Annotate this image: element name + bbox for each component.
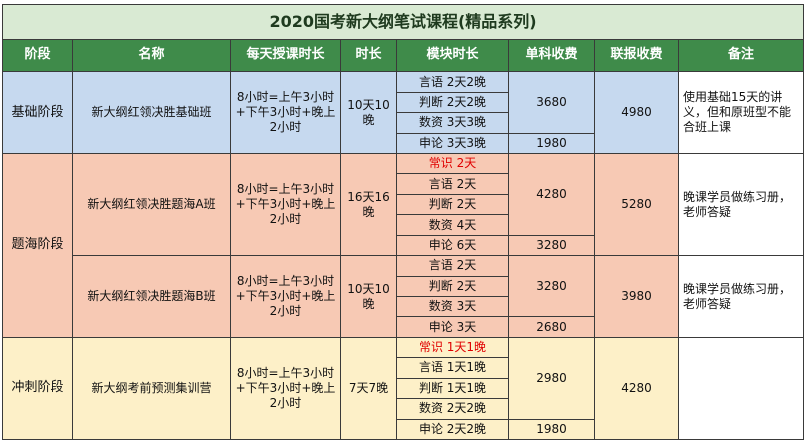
single-fee: 1980 <box>508 132 595 155</box>
module-cell: 言语 1天1晚 <box>396 357 509 379</box>
module-cell: 言语 2天 <box>396 173 509 195</box>
header-row: 阶段 名称 每天授课时长 时长 模块时长 单科收费 联报收费 备注 <box>2 38 805 73</box>
module-cell: 申论 2天2晚 <box>396 418 509 441</box>
module-cell: 申论 3天 <box>396 316 509 338</box>
daily-hours: 8小时=上午3小时+下午3小时+晚上2小时 <box>230 336 341 441</box>
course-table: 2020国考新大纲笔试课程(精品系列) 阶段 名称 每天授课时长 时长 模块时长… <box>1 4 805 441</box>
module-cell: 申论 3天3晚 <box>396 132 509 155</box>
combo-fee: 5280 <box>594 153 679 257</box>
table-row: 数资 3天3晚 <box>3 112 804 134</box>
table-row: 题海阶段 新大纲红领决胜题海A班 8小时=上午3小时+下午3小时+晚上2小时 1… <box>2 153 805 338</box>
table-row: 冲刺阶段 新大纲考前预测集训营 8小时=上午3小时+下午3小时+晚上2小时 7天… <box>2 336 805 441</box>
title-row: 2020国考新大纲笔试课程(精品系列) <box>1 4 805 40</box>
note: 晚课学员做练习册，老师答疑 <box>677 153 805 257</box>
module-cell: 言语 2天2晚 <box>396 71 509 93</box>
duration: 10天10晚 <box>340 255 397 338</box>
module-cell-highlight: 常识 1天1晚 <box>396 336 509 359</box>
table-row: 判断 2天2晚 <box>3 91 804 114</box>
single-fee: 3280 <box>508 234 595 257</box>
module-cell: 数资 3天3晚 <box>396 112 509 134</box>
duration: 7天7晚 <box>340 336 397 441</box>
duration: 16天16晚 <box>340 153 397 257</box>
module-cell-highlight: 常识 2天 <box>396 153 509 175</box>
table-row: 新大纲红领决胜题海B班 8小时=上午3小时+下午3小时+晚上2小时 10天10晚… <box>3 255 805 338</box>
table-row: 申论 2天2晚 1980 <box>3 418 804 441</box>
single-fee: 3280 <box>508 255 595 318</box>
table-row: 判断 1天1晚 <box>3 377 804 400</box>
course-name: 新大纲考前预测集训营 <box>72 336 231 441</box>
table-row: 基础阶段 新大纲红领决胜基础班 8小时=上午3小时+下午3小时+晚上2小时 10… <box>2 71 805 155</box>
module-cell: 数资 3天 <box>396 296 509 318</box>
single-fee: 1980 <box>508 418 595 441</box>
module-cell: 判断 2天 <box>396 193 509 216</box>
header-combo-fee: 联报收费 <box>594 38 679 73</box>
note <box>677 336 805 441</box>
daily-hours: 8小时=上午3小时+下午3小时+晚上2小时 <box>230 255 341 338</box>
module-cell: 判断 2天2晚 <box>396 91 509 114</box>
header-name: 名称 <box>72 38 231 73</box>
course-name: 新大纲红领决胜题海A班 <box>72 153 231 257</box>
daily-hours: 8小时=上午3小时+下午3小时+晚上2小时 <box>230 153 341 257</box>
course-name: 新大纲红领决胜基础班 <box>72 71 231 155</box>
single-fee: 3680 <box>508 71 595 134</box>
table-title: 2020国考新大纲笔试课程(精品系列) <box>1 4 805 40</box>
combo-fee: 4280 <box>594 336 679 441</box>
module-cell: 判断 2天 <box>396 275 509 298</box>
header-note: 备注 <box>677 38 805 73</box>
note: 使用基础15天的讲义，但和原班型不能合班上课 <box>677 71 805 155</box>
single-fee: 4280 <box>508 153 595 236</box>
duration: 10天10晚 <box>340 71 397 155</box>
table-row: 申论 3天3晚 1980 <box>3 132 804 155</box>
header-single-fee: 单科收费 <box>508 38 595 73</box>
table-row: 言语 1天1晚 <box>3 357 804 379</box>
stage-sprint: 冲刺阶段 <box>2 336 73 441</box>
table-row: 数资 4天 <box>3 214 804 236</box>
daily-hours: 8小时=上午3小时+下午3小时+晚上2小时 <box>230 71 341 155</box>
single-fee: 2680 <box>508 316 595 338</box>
combo-fee: 4980 <box>594 71 679 155</box>
table-row: 申论 3天 2680 <box>3 316 804 338</box>
header-daily-hours: 每天授课时长 <box>230 38 341 73</box>
table-row: 言语 2天 <box>3 173 804 195</box>
table-row: 判断 2天 <box>3 193 804 216</box>
course-name: 新大纲红领决胜题海B班 <box>72 255 231 338</box>
note: 晚课学员做练习册，老师答疑 <box>677 255 805 338</box>
table-row: 数资 3天 <box>3 296 804 318</box>
module-cell: 数资 2天2晚 <box>396 398 509 420</box>
stage-basic: 基础阶段 <box>2 71 73 155</box>
stage-practice: 题海阶段 <box>2 153 73 338</box>
header-duration: 时长 <box>340 38 397 73</box>
module-cell: 申论 6天 <box>396 234 509 257</box>
header-stage: 阶段 <box>2 38 73 73</box>
header-modules: 模块时长 <box>396 38 509 73</box>
module-cell: 判断 1天1晚 <box>396 377 509 400</box>
module-cell: 数资 4天 <box>396 214 509 236</box>
single-fee: 2980 <box>508 336 595 420</box>
module-cell: 言语 2天 <box>396 255 509 277</box>
combo-fee: 3980 <box>594 255 679 338</box>
table-row: 数资 2天2晚 <box>3 398 804 420</box>
